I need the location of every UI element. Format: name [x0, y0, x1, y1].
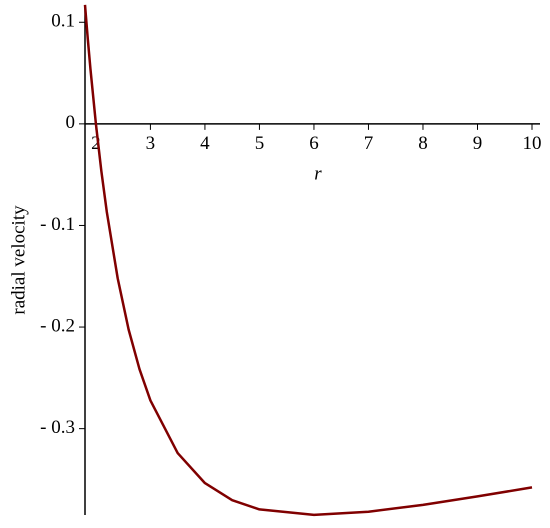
x-tick-label: 7 — [364, 133, 374, 154]
y-tick-label: 0 — [66, 112, 76, 133]
x-tick-label: 4 — [200, 133, 210, 154]
line — [83, 4, 533, 517]
x-tick-label: 2 — [91, 133, 101, 154]
y-tick-label: 0.1 — [51, 11, 75, 32]
x-tick-label: 10 — [523, 133, 542, 154]
y-axis-label: radial velocity — [8, 205, 29, 315]
x-axis-label: r — [314, 163, 322, 184]
y-tick-label: - 0.3 — [40, 417, 75, 438]
y-tick-label: - 0.2 — [40, 315, 75, 336]
x-tick-label: 8 — [418, 133, 428, 154]
x-tick-label: 5 — [255, 133, 265, 154]
x-tick-label: 9 — [473, 133, 483, 154]
x-tick-label: 3 — [146, 133, 156, 154]
x-tick-label: 6 — [309, 133, 319, 154]
y-tick-label: - 0.1 — [40, 214, 75, 235]
